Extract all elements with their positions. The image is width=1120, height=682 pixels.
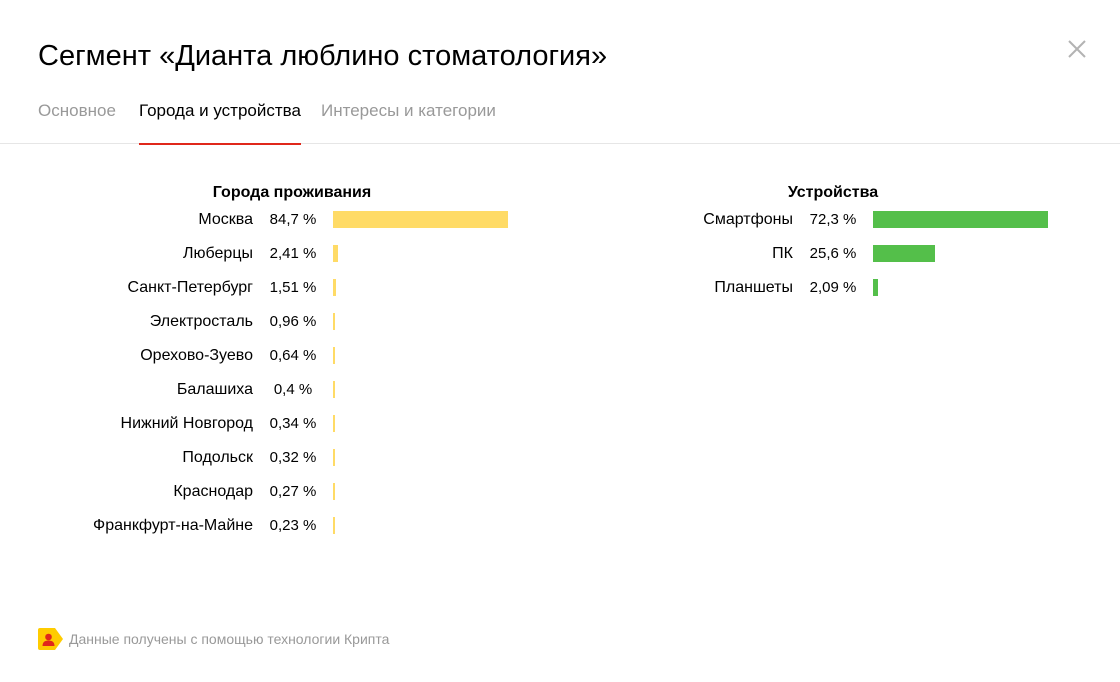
cities-row: Орехово-Зуево 0,64 % <box>0 344 520 368</box>
devices-title: Устройства <box>787 184 879 201</box>
cities-row-label: Люберцы <box>183 245 253 262</box>
cities-row: Электросталь 0,96 % <box>0 310 520 334</box>
devices-row-label: Смартфоны <box>703 211 793 228</box>
tab-bar: Основное Города и устройства Интересы и … <box>0 0 1120 145</box>
cities-row-bar <box>333 279 336 296</box>
cities-row-percent: 0,64 % <box>269 347 317 364</box>
cities-row-label: Франкфурт-на-Майне <box>93 517 253 534</box>
cities-row-bar <box>333 449 335 466</box>
cities-title: Города проживания <box>212 184 372 201</box>
cities-row: Франкфурт-на-Майне 0,23 % <box>0 514 520 538</box>
cities-row: Санкт-Петербург 1,51 % <box>0 276 520 300</box>
cities-row-label: Санкт-Петербург <box>127 279 253 296</box>
footer-text: Данные получены с помощью технологии Кри… <box>69 631 390 647</box>
cities-row-percent: 1,51 % <box>269 279 317 296</box>
footer: Данные получены с помощью технологии Кри… <box>38 627 389 651</box>
devices-row-percent: 2,09 % <box>809 279 857 296</box>
devices-row-label: ПК <box>772 245 793 262</box>
cities-row-percent: 0,32 % <box>269 449 317 466</box>
devices-row-percent: 25,6 % <box>809 245 857 262</box>
cities-row-label: Орехово-Зуево <box>140 347 253 364</box>
cities-row-label: Балашиха <box>176 381 253 398</box>
cities-row: Москва 84,7 % <box>0 208 520 232</box>
cities-row-bar <box>333 211 508 228</box>
devices-row-bar <box>873 245 935 262</box>
devices-row-bar <box>873 211 1048 228</box>
devices-row-bar <box>873 279 878 296</box>
cities-row-bar <box>333 245 338 262</box>
cities-row-percent: 0,34 % <box>269 415 317 432</box>
cities-row-bar <box>333 347 335 364</box>
close-button[interactable] <box>1064 36 1090 62</box>
devices-row-percent: 72,3 % <box>809 211 857 228</box>
dialog-title: Сегмент «Дианта люблино стоматология» <box>38 40 608 72</box>
cities-row: Люберцы 2,41 % <box>0 242 520 266</box>
cities-row: Балашиха 0,4 % <box>0 378 520 402</box>
cities-row-percent: 0,4 % <box>273 381 313 398</box>
crypta-logo-icon <box>38 628 63 650</box>
cities-row-bar <box>333 381 335 398</box>
cities-row-label: Электросталь <box>149 313 253 330</box>
devices-row: ПК 25,6 % <box>560 242 1080 266</box>
cities-row-percent: 0,96 % <box>269 313 317 330</box>
devices-row-label: Планшеты <box>714 279 793 296</box>
tab-interests-categories[interactable]: Интересы и категории <box>321 101 496 120</box>
cities-row-label: Нижний Новгород <box>120 415 253 432</box>
cities-row-percent: 0,27 % <box>269 483 317 500</box>
cities-row: Краснодар 0,27 % <box>0 480 520 504</box>
cities-row-percent: 84,7 % <box>269 211 317 228</box>
cities-row-label: Краснодар <box>173 483 253 500</box>
cities-row-bar <box>333 517 335 534</box>
devices-row: Смартфоны 72,3 % <box>560 208 1080 232</box>
cities-row: Подольск 0,32 % <box>0 446 520 470</box>
cities-row-bar <box>333 415 335 432</box>
cities-row-bar <box>333 483 335 500</box>
tab-cities-devices[interactable]: Города и устройства <box>139 100 301 145</box>
cities-row-label: Подольск <box>182 449 253 466</box>
cities-row: Нижний Новгород 0,34 % <box>0 412 520 436</box>
cities-row-percent: 2,41 % <box>269 245 317 262</box>
cities-row-bar <box>333 313 335 330</box>
cities-row-percent: 0,23 % <box>269 517 317 534</box>
close-icon <box>1068 40 1086 58</box>
cities-row-label: Москва <box>198 211 253 228</box>
tab-general[interactable]: Основное <box>38 101 116 120</box>
devices-row: Планшеты 2,09 % <box>560 276 1080 300</box>
